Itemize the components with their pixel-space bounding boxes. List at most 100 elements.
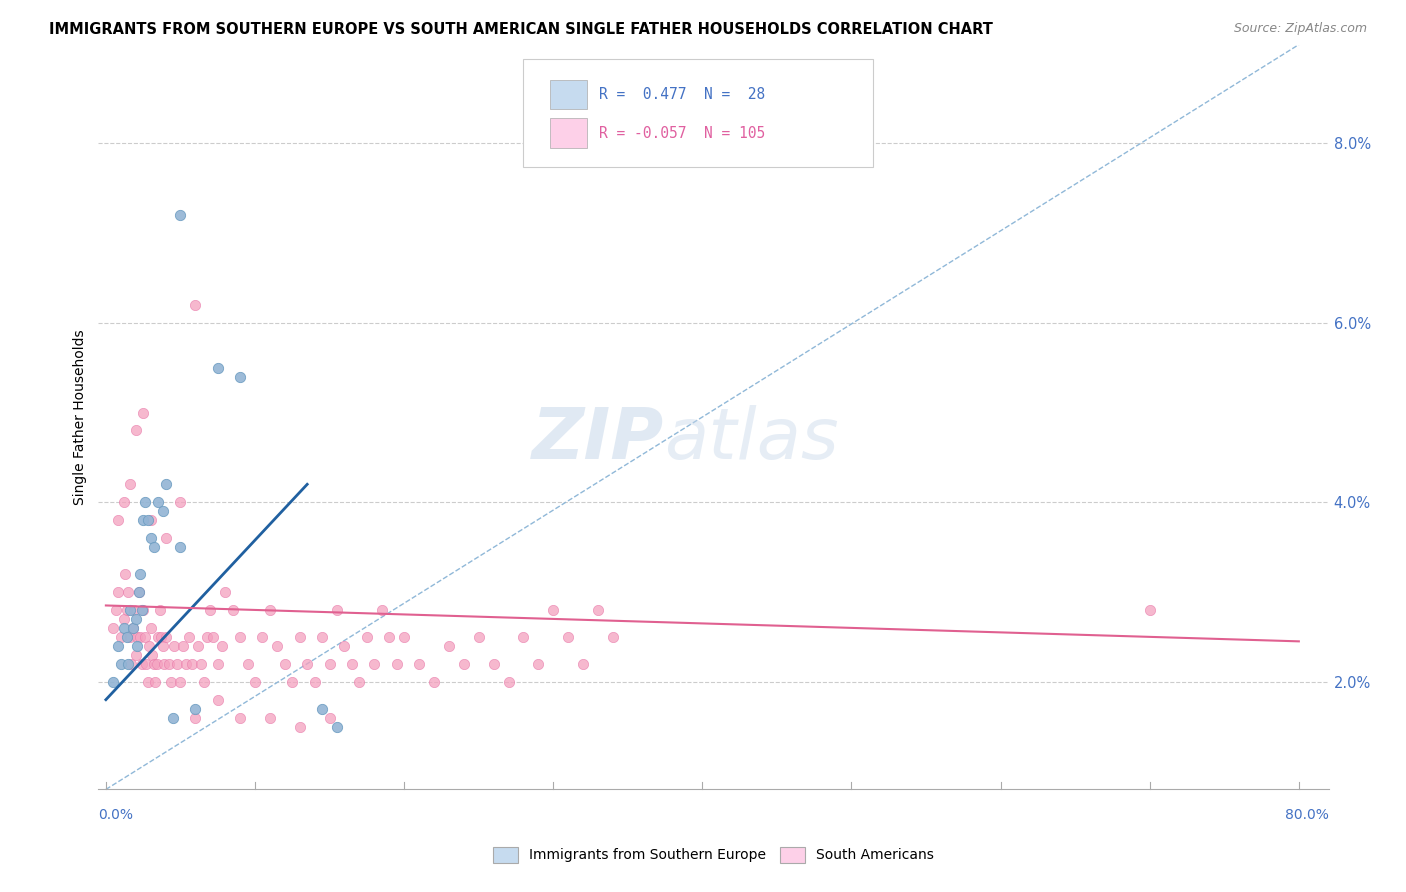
Point [117, 657, 139, 671]
Point [184, 298, 207, 312]
Point [318, 657, 340, 671]
Point [295, 657, 318, 671]
Point [155, 531, 177, 545]
Point [132, 603, 155, 617]
Point [134, 495, 156, 509]
Point [236, 657, 259, 671]
Point [356, 630, 378, 644]
Point [138, 639, 160, 653]
Point [105, 603, 128, 617]
Point [467, 630, 489, 644]
Point [181, 657, 204, 671]
Point [326, 720, 349, 734]
Point [602, 630, 624, 644]
Point [129, 567, 152, 582]
Point [423, 674, 446, 689]
Point [131, 603, 153, 617]
Point [112, 621, 135, 635]
Point [142, 540, 165, 554]
Point [122, 603, 145, 617]
Point [110, 630, 132, 644]
Point [103, 621, 125, 635]
Point [363, 657, 385, 671]
Point [408, 657, 430, 671]
Point [512, 630, 534, 644]
Point [152, 504, 174, 518]
Text: ZIP: ZIP [531, 405, 665, 474]
Point [184, 701, 207, 715]
Point [125, 424, 148, 438]
Point [453, 657, 475, 671]
Point [311, 630, 333, 644]
Point [125, 648, 148, 662]
Text: 0.0%: 0.0% [98, 808, 134, 822]
Point [152, 639, 174, 653]
Point [163, 639, 186, 653]
Text: 80.0%: 80.0% [1285, 808, 1329, 822]
Point [229, 711, 252, 725]
Point [136, 513, 159, 527]
Point [117, 585, 139, 599]
Point [118, 630, 141, 644]
FancyBboxPatch shape [550, 79, 586, 110]
Point [112, 612, 135, 626]
Point [172, 639, 194, 653]
Point [169, 674, 191, 689]
Point [243, 674, 266, 689]
Point [498, 674, 520, 689]
Point [229, 630, 252, 644]
Point [333, 639, 356, 653]
Point [266, 639, 288, 653]
Point [107, 639, 129, 653]
Point [150, 630, 173, 644]
Point [187, 639, 209, 653]
Point [131, 657, 153, 671]
Point [121, 621, 143, 635]
Point [318, 711, 340, 725]
Text: Source: ZipAtlas.com: Source: ZipAtlas.com [1233, 22, 1367, 36]
Point [340, 657, 363, 671]
Point [378, 630, 401, 644]
Point [193, 674, 215, 689]
Legend: Immigrants from Southern Europe, South Americans: Immigrants from Southern Europe, South A… [488, 841, 939, 868]
Point [128, 585, 150, 599]
Point [326, 603, 349, 617]
Point [572, 657, 595, 671]
Point [392, 630, 415, 644]
Point [114, 567, 136, 582]
Point [207, 360, 229, 375]
Point [557, 630, 579, 644]
Text: R =  0.477  N =  28: R = 0.477 N = 28 [599, 87, 765, 102]
Point [385, 657, 408, 671]
Point [118, 477, 141, 491]
Point [202, 630, 225, 644]
Point [274, 657, 297, 671]
Point [437, 639, 460, 653]
Point [259, 603, 281, 617]
Point [125, 612, 148, 626]
Point [281, 674, 304, 689]
Point [200, 603, 222, 617]
Point [176, 657, 198, 671]
Point [139, 621, 162, 635]
Point [166, 657, 188, 671]
Point [214, 585, 236, 599]
Point [146, 630, 169, 644]
Point [136, 674, 159, 689]
Point [157, 657, 180, 671]
Point [134, 630, 156, 644]
Point [207, 657, 229, 671]
Point [118, 603, 141, 617]
Point [252, 630, 274, 644]
Point [371, 603, 394, 617]
Point [132, 405, 155, 419]
Text: R = -0.057  N = 105: R = -0.057 N = 105 [599, 126, 765, 141]
Point [127, 630, 149, 644]
Point [115, 630, 138, 644]
Point [115, 603, 138, 617]
Point [169, 495, 191, 509]
Point [311, 701, 333, 715]
Point [169, 540, 191, 554]
Point [142, 657, 165, 671]
Point [132, 513, 155, 527]
